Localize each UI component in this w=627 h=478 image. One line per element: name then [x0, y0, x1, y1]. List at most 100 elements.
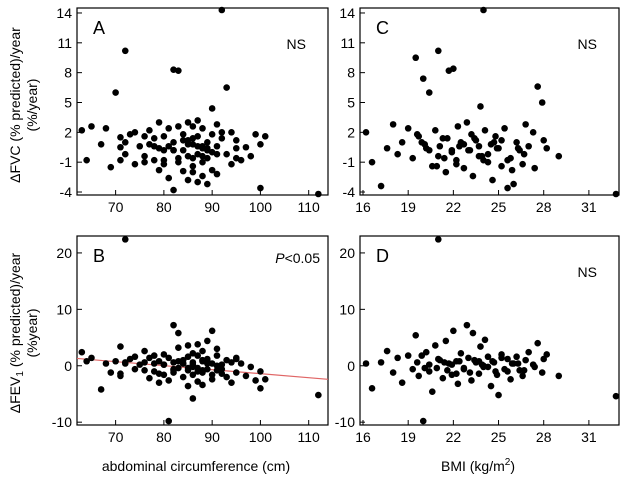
x-label-right-sup: 2: [505, 457, 511, 468]
data-point: [247, 152, 255, 160]
x-tick-label: 80: [156, 429, 172, 445]
y-tick-label: 20: [339, 245, 355, 261]
data-point: [534, 339, 541, 347]
y-label-top-line2: (%/year): [24, 79, 40, 132]
y-tick-label: -10: [52, 414, 72, 430]
y-tick-label: 5: [64, 94, 72, 110]
data-point: [141, 133, 148, 140]
data-point: [208, 327, 216, 335]
data-point: [213, 362, 221, 370]
significance-label: P<0.05: [275, 250, 320, 266]
data-point: [522, 121, 529, 128]
y-tick-label: 0: [64, 358, 72, 374]
data-point: [184, 382, 192, 390]
data-point: [261, 133, 269, 140]
data-point: [107, 369, 115, 376]
x-tick-label: 70: [108, 429, 124, 445]
x-label-right-main: BMI (kg/m: [441, 458, 505, 474]
data-point: [204, 180, 211, 188]
y-tick-label: 20: [56, 245, 72, 261]
y-label-top-line1: ΔFVC (% predicted)/year: [7, 27, 23, 183]
y-tick-label: -1: [343, 154, 356, 170]
data-point: [421, 364, 429, 372]
data-point: [184, 342, 192, 349]
data-point: [261, 376, 269, 383]
data-point: [368, 385, 376, 392]
data-point: [450, 327, 457, 335]
data-point: [435, 236, 442, 243]
data-point: [504, 156, 511, 164]
data-point: [232, 355, 240, 363]
data-point: [469, 172, 477, 180]
data-point: [498, 136, 505, 144]
data-point: [189, 135, 197, 142]
data-point: [425, 361, 433, 368]
x-tick-label: 80: [156, 199, 172, 215]
data-point: [184, 140, 192, 148]
data-point: [121, 138, 129, 146]
data-point: [520, 150, 528, 158]
data-point: [484, 150, 492, 158]
data-point: [412, 331, 420, 339]
x-tick-label: 22: [446, 429, 462, 445]
x-tick-label: 25: [491, 199, 507, 215]
data-point: [490, 138, 498, 146]
data-point: [444, 135, 451, 142]
data-point: [88, 123, 95, 130]
data-point: [150, 135, 158, 142]
data-point: [498, 162, 505, 170]
data-point: [170, 146, 177, 154]
data-point: [237, 156, 245, 164]
data-point: [232, 136, 240, 144]
data-point: [538, 99, 546, 106]
x-tick-label: 28: [536, 429, 552, 445]
data-point: [513, 138, 520, 146]
panel-label: B: [93, 246, 105, 266]
data-point: [431, 342, 439, 349]
data-point: [412, 54, 420, 62]
data-point: [404, 352, 412, 359]
data-point: [514, 360, 522, 367]
data-point: [194, 352, 201, 359]
data-point: [540, 355, 548, 363]
data-point: [538, 369, 546, 376]
data-point: [150, 142, 158, 150]
data-point: [315, 391, 322, 399]
data-point: [175, 329, 182, 337]
x-label-left: abdominal circumference (cm): [102, 458, 290, 474]
data-point: [146, 374, 153, 382]
data-point: [419, 417, 427, 425]
data-point: [448, 148, 456, 156]
data-point: [504, 355, 511, 363]
data-point: [453, 370, 460, 377]
data-point: [362, 129, 370, 136]
data-point: [218, 129, 226, 136]
data-point: [184, 364, 192, 372]
data-point: [155, 379, 163, 386]
data-point: [146, 127, 153, 134]
data-point: [242, 143, 250, 151]
data-point: [189, 371, 197, 379]
data-point: [508, 166, 516, 174]
data-point: [213, 142, 221, 150]
data-point: [368, 158, 376, 166]
data-point: [194, 117, 201, 124]
data-point: [471, 356, 478, 364]
data-point: [131, 353, 139, 361]
data-point: [484, 353, 492, 361]
data-point: [131, 129, 139, 136]
data-point: [612, 190, 620, 198]
data-point: [194, 178, 201, 186]
data-point: [117, 134, 124, 141]
data-point: [199, 158, 206, 166]
data-point: [199, 356, 206, 364]
data-point: [131, 365, 139, 373]
panel-c: 14 11 8 5 2 -1 -416 19 22 25 28 31 C NS: [339, 5, 620, 215]
data-point: [208, 166, 216, 174]
data-point: [428, 162, 436, 170]
y-tick-label: 11: [340, 35, 355, 51]
data-point: [433, 162, 441, 170]
data-point: [199, 172, 206, 180]
data-point: [165, 125, 173, 132]
